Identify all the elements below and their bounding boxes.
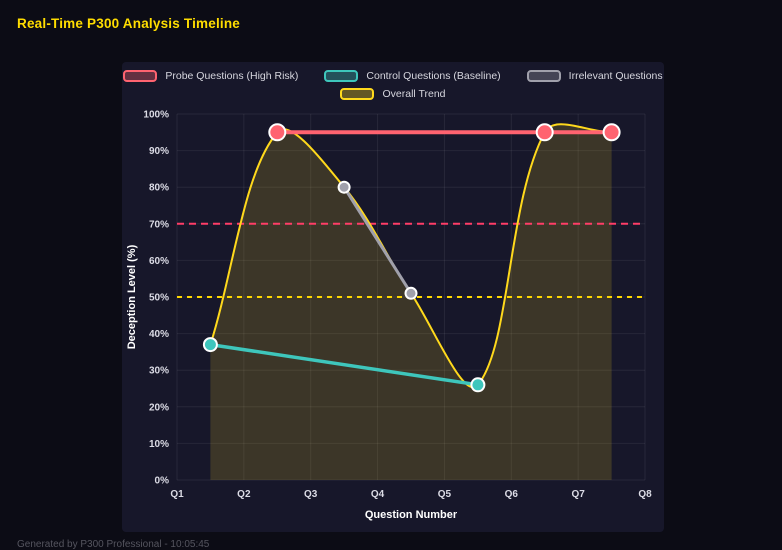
chart-legend: Probe Questions (High Risk) Control Quest… (122, 70, 664, 100)
legend-swatch-irrelevant (526, 70, 561, 82)
x-axis-title: Question Number (365, 509, 458, 521)
marker-probe[interactable] (268, 123, 287, 142)
legend-label-irrelevant: Irrelevant Questions (568, 70, 663, 82)
x-tick-label: Q5 (438, 489, 452, 500)
legend-label-trend: Overall Trend (382, 88, 446, 100)
marker-control[interactable] (202, 337, 218, 353)
y-tick-label: 0% (155, 476, 170, 487)
page-title: Real-Time P300 Analysis Timeline (17, 16, 241, 31)
y-tick-label: 70% (149, 219, 169, 230)
y-tick-label: 30% (149, 366, 169, 377)
marker-irrelevant[interactable] (337, 180, 351, 194)
y-tick-label: 90% (149, 146, 169, 157)
marker-probe[interactable] (535, 123, 554, 142)
y-axis-title: Deception Level (%) (126, 244, 138, 349)
marker-irrelevant[interactable] (404, 286, 418, 300)
legend-row: Overall Trend (122, 88, 664, 100)
y-tick-label: 80% (149, 183, 169, 194)
chart-panel: Probe Questions (High Risk) Control Quest… (122, 62, 664, 532)
marker-probe[interactable] (602, 123, 621, 142)
x-tick-label: Q4 (371, 489, 385, 500)
legend-item-control[interactable]: Control Questions (Baseline) (324, 70, 501, 82)
x-tick-label: Q6 (505, 489, 519, 500)
legend-item-trend[interactable]: Overall Trend (340, 88, 446, 100)
x-tick-label: Q7 (571, 489, 585, 500)
y-tick-label: 20% (149, 402, 169, 413)
x-tick-label: Q3 (304, 489, 318, 500)
x-tick-label: Q2 (237, 489, 251, 500)
legend-item-probe[interactable]: Probe Questions (High Risk) (123, 70, 298, 82)
y-tick-label: 50% (149, 293, 169, 304)
legend-swatch-trend (340, 88, 375, 100)
chart-svg[interactable]: 0% 10% 20% 30% 40% 50% 60% 70% 80% 90% 100% Q1 Q2 Q3 Q… (123, 108, 663, 528)
y-tick-label: 10% (149, 439, 169, 450)
legend-item-irrelevant[interactable]: Irrelevant Questions (526, 70, 663, 82)
x-tick-label: Q8 (638, 489, 652, 500)
y-tick-label: 40% (149, 329, 169, 340)
legend-swatch-probe (123, 70, 158, 82)
series-line-irrelevant (342, 185, 413, 295)
series-area-trend (210, 124, 612, 481)
legend-label-probe: Probe Questions (High Risk) (165, 70, 299, 82)
legend-swatch-control (324, 70, 359, 82)
legend-row: Probe Questions (High Risk) Control Quest… (122, 70, 664, 82)
footer-text: Generated by P300 Professional - 10:05:4… (17, 539, 210, 550)
series-line-control (208, 342, 480, 387)
marker-control[interactable] (470, 377, 486, 393)
x-tick-label: Q1 (170, 489, 184, 500)
y-tick-label: 100% (143, 110, 169, 121)
legend-label-control: Control Questions (Baseline) (366, 70, 501, 82)
y-tick-label: 60% (149, 256, 169, 267)
